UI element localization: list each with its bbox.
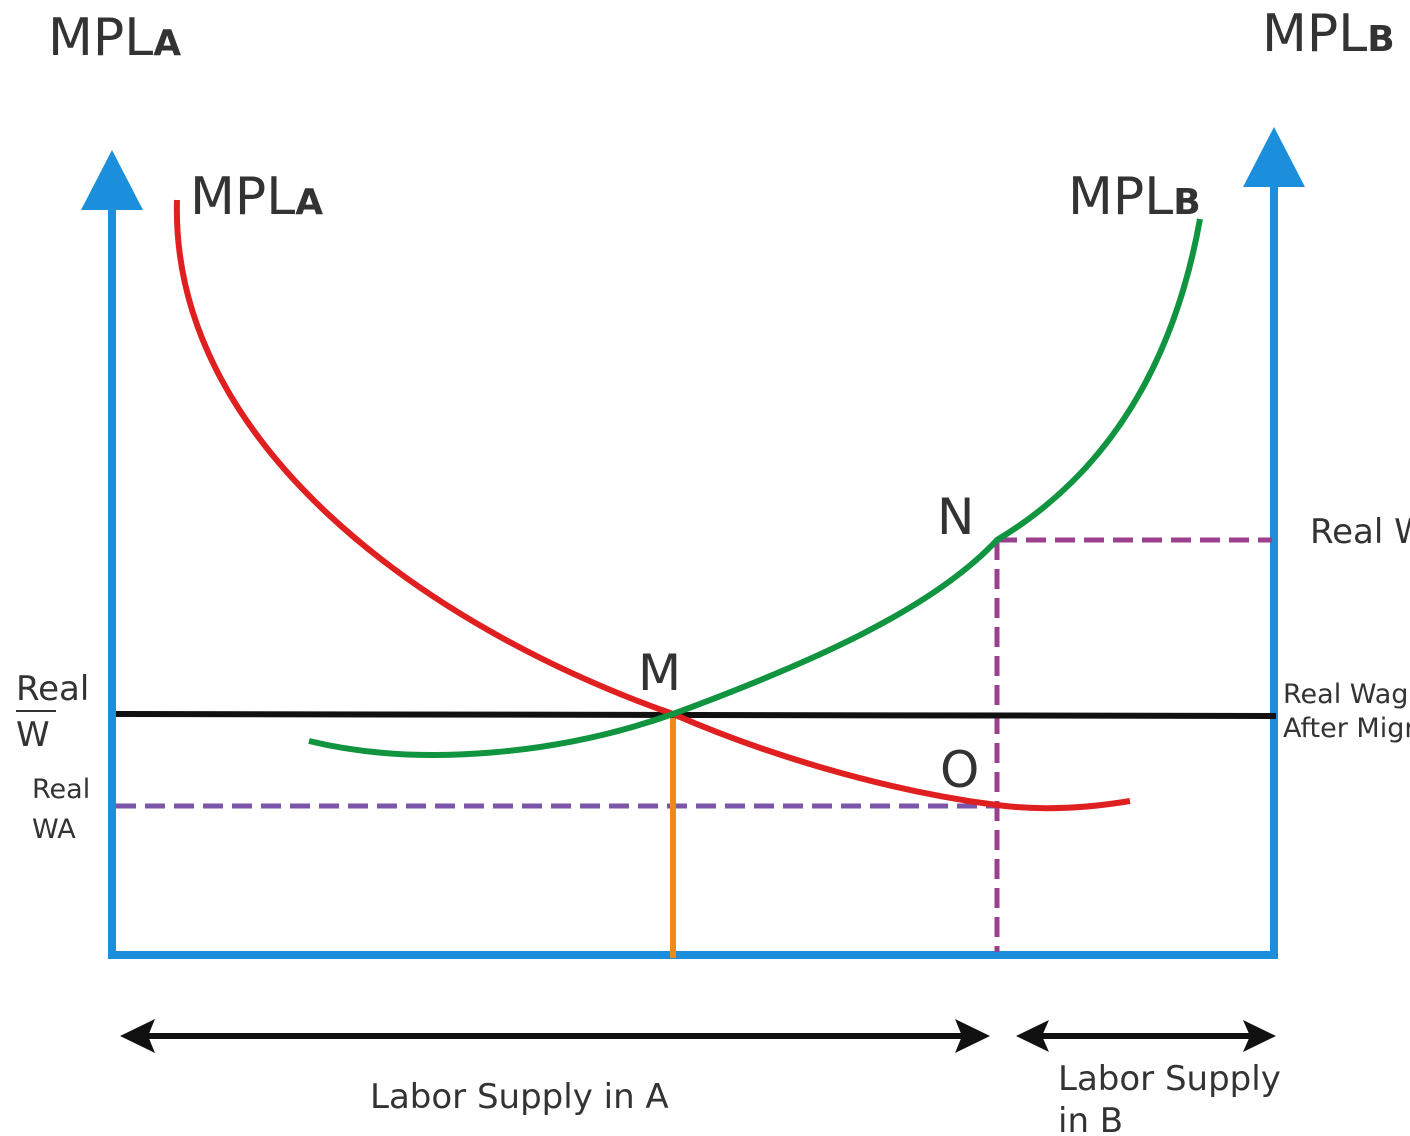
real-wa-label-bottom: WA	[32, 814, 76, 845]
point-m-label: M	[638, 644, 681, 702]
supply-b-label-line2: in B	[1058, 1101, 1123, 1136]
point-n-label: N	[937, 488, 974, 546]
point-o-label: O	[940, 741, 979, 799]
supply-b-arrow	[1016, 1020, 1276, 1052]
supply-a-label: Labor Supply in A	[370, 1077, 669, 1117]
real-w-label-bottom: W	[16, 715, 50, 755]
real-wa-label-top: Real	[32, 774, 90, 805]
left-axis-title: MPLA	[48, 8, 181, 68]
left-axis-arrowhead	[81, 150, 143, 210]
mpl-b-curve	[308, 218, 1203, 758]
real-wb-label: Real W	[1310, 512, 1410, 552]
right-axis-title: MPLB	[1262, 4, 1395, 64]
mpl-a-curve	[173, 199, 1131, 812]
after-migration-label-line2: After Migration	[1283, 713, 1410, 744]
mpl-b-curve-label: MPLB	[1068, 167, 1201, 227]
axes	[81, 127, 1305, 959]
real-wage-line	[115, 711, 1277, 719]
supply-b-label-line1: Labor Supply	[1058, 1059, 1281, 1099]
real-w-label-top: Real	[16, 669, 89, 709]
after-migration-label-line1: Real Wage	[1283, 679, 1410, 710]
supply-a-arrow	[120, 1019, 990, 1053]
mpl-a-curve-label: MPLA	[190, 167, 323, 227]
right-axis-arrowhead	[1243, 127, 1305, 187]
